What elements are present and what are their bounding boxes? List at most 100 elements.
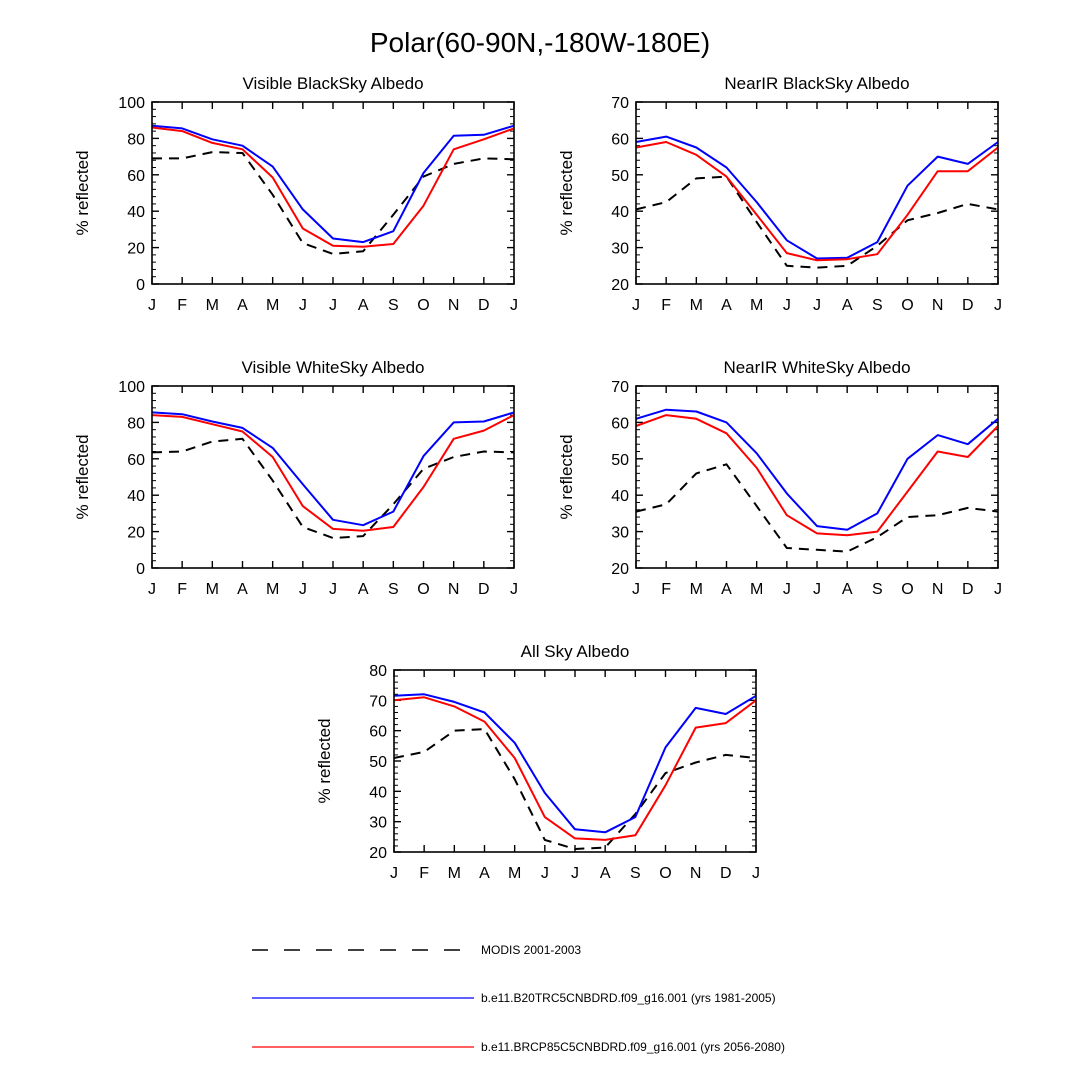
x-tick-label: M <box>750 581 763 598</box>
panel-title: NearIR BlackSky Albedo <box>724 74 909 93</box>
y-tick-label: 60 <box>127 168 145 185</box>
chart-panel: NearIR BlackSky Albedo % reflected 20 30 40 5… <box>557 74 1002 314</box>
series-line-hist <box>393 693 757 834</box>
legend-label: b.e11.B20TRC5CNBDRD.f09_g16.001 (yrs 198… <box>481 991 776 1005</box>
x-tick-label: J <box>571 865 579 882</box>
x-tick-label: O <box>901 297 913 314</box>
x-tick-label: A <box>721 581 732 598</box>
x-tick-label: F <box>419 865 429 882</box>
x-tick-label: M <box>750 297 763 314</box>
y-tick-label: 20 <box>611 561 629 578</box>
x-tick-label: N <box>690 865 702 882</box>
legend: MODIS 2001-2003 b.e11.B20TRC5CNBDRD.f09_g… <box>252 943 785 1054</box>
panel-title: NearIR WhiteSky Albedo <box>723 358 910 377</box>
y-tick-label: 30 <box>369 815 387 832</box>
y-tick-label: 50 <box>369 754 387 771</box>
x-tick-label: O <box>901 581 913 598</box>
x-tick-label: D <box>478 581 490 598</box>
y-tick-label: 60 <box>369 724 387 741</box>
series-line-modis <box>152 151 515 255</box>
y-axis-title: % reflected <box>557 150 576 235</box>
chart-panels: Visible BlackSky Albedo % reflected 0 20 40 6… <box>73 74 1002 882</box>
series-line-modis <box>635 463 999 553</box>
x-tick-label: S <box>388 297 399 314</box>
y-tick-label: 40 <box>611 488 629 505</box>
x-tick-label: J <box>299 581 307 598</box>
y-tick-label: 20 <box>127 525 145 542</box>
x-tick-label: J <box>783 297 791 314</box>
legend-label: MODIS 2001-2003 <box>481 943 581 957</box>
x-tick-label: N <box>932 581 944 598</box>
x-tick-label: S <box>872 297 883 314</box>
plot-frame <box>151 385 515 569</box>
x-tick-label: A <box>842 297 853 314</box>
y-tick-label: 80 <box>127 415 145 432</box>
y-tick-label: 80 <box>127 131 145 148</box>
x-tick-label: M <box>206 581 219 598</box>
chart-panel: NearIR WhiteSky Albedo % reflected 20 30 40 5… <box>557 358 1002 598</box>
y-tick-label: 50 <box>611 452 629 469</box>
y-tick-label: 100 <box>118 379 145 396</box>
y-tick-label: 40 <box>611 204 629 221</box>
x-tick-label: J <box>299 297 307 314</box>
x-tick-label: S <box>630 865 641 882</box>
x-tick-label: S <box>388 581 399 598</box>
x-tick-label: J <box>329 581 337 598</box>
x-tick-label: A <box>600 865 611 882</box>
x-tick-label: N <box>448 581 460 598</box>
x-tick-label: A <box>721 297 732 314</box>
y-tick-label: 100 <box>118 95 145 112</box>
y-tick-label: 60 <box>127 452 145 469</box>
legend-item: MODIS 2001-2003 <box>252 943 581 957</box>
panel-title: Visible BlackSky Albedo <box>242 74 423 93</box>
x-tick-label: M <box>508 865 521 882</box>
x-tick-label: A <box>237 581 248 598</box>
y-tick-label: 70 <box>611 379 629 396</box>
series-line-rcp85 <box>151 414 515 532</box>
x-tick-label: M <box>690 297 703 314</box>
y-tick-label: 30 <box>611 241 629 258</box>
x-tick-label: J <box>541 865 549 882</box>
figure-title: Polar(60-90N,-180W-180E) <box>370 27 710 58</box>
x-tick-label: S <box>872 581 883 598</box>
y-tick-label: 0 <box>136 561 145 578</box>
series-line-rcp85 <box>151 126 515 248</box>
x-tick-label: A <box>358 297 369 314</box>
x-tick-label: J <box>994 581 1002 598</box>
x-tick-label: N <box>932 297 944 314</box>
x-tick-label: J <box>783 581 791 598</box>
x-tick-label: F <box>661 581 671 598</box>
y-tick-label: 0 <box>136 277 145 294</box>
x-tick-label: J <box>510 297 518 314</box>
y-tick-label: 40 <box>369 784 387 801</box>
plot-frame <box>393 669 757 853</box>
series-line-rcp85 <box>393 696 757 841</box>
x-tick-label: F <box>177 297 187 314</box>
y-tick-label: 70 <box>369 693 387 710</box>
y-tick-label: 60 <box>611 415 629 432</box>
y-tick-label: 30 <box>611 525 629 542</box>
series-line-modis <box>635 175 999 269</box>
y-tick-label: 80 <box>369 663 387 680</box>
x-tick-label: M <box>266 581 279 598</box>
panel-title: Visible WhiteSky Albedo <box>241 358 424 377</box>
y-tick-label: 50 <box>611 168 629 185</box>
y-axis-title: % reflected <box>73 150 92 235</box>
x-tick-label: M <box>448 865 461 882</box>
series-line-hist <box>151 411 515 527</box>
y-tick-label: 20 <box>611 277 629 294</box>
x-tick-label: A <box>842 581 853 598</box>
x-tick-label: O <box>659 865 671 882</box>
x-tick-label: O <box>417 297 429 314</box>
chart-panel: Visible WhiteSky Albedo % reflected 0 20 40 6… <box>73 358 518 598</box>
series-line-rcp85 <box>635 141 999 262</box>
series-line-modis <box>393 728 757 850</box>
series-line-hist <box>635 135 999 260</box>
x-tick-label: J <box>632 581 640 598</box>
x-tick-label: M <box>206 297 219 314</box>
x-tick-label: F <box>177 581 187 598</box>
x-tick-label: D <box>720 865 732 882</box>
y-tick-label: 40 <box>127 204 145 221</box>
y-axis-title: % reflected <box>557 434 576 519</box>
series-line-rcp85 <box>635 414 999 537</box>
